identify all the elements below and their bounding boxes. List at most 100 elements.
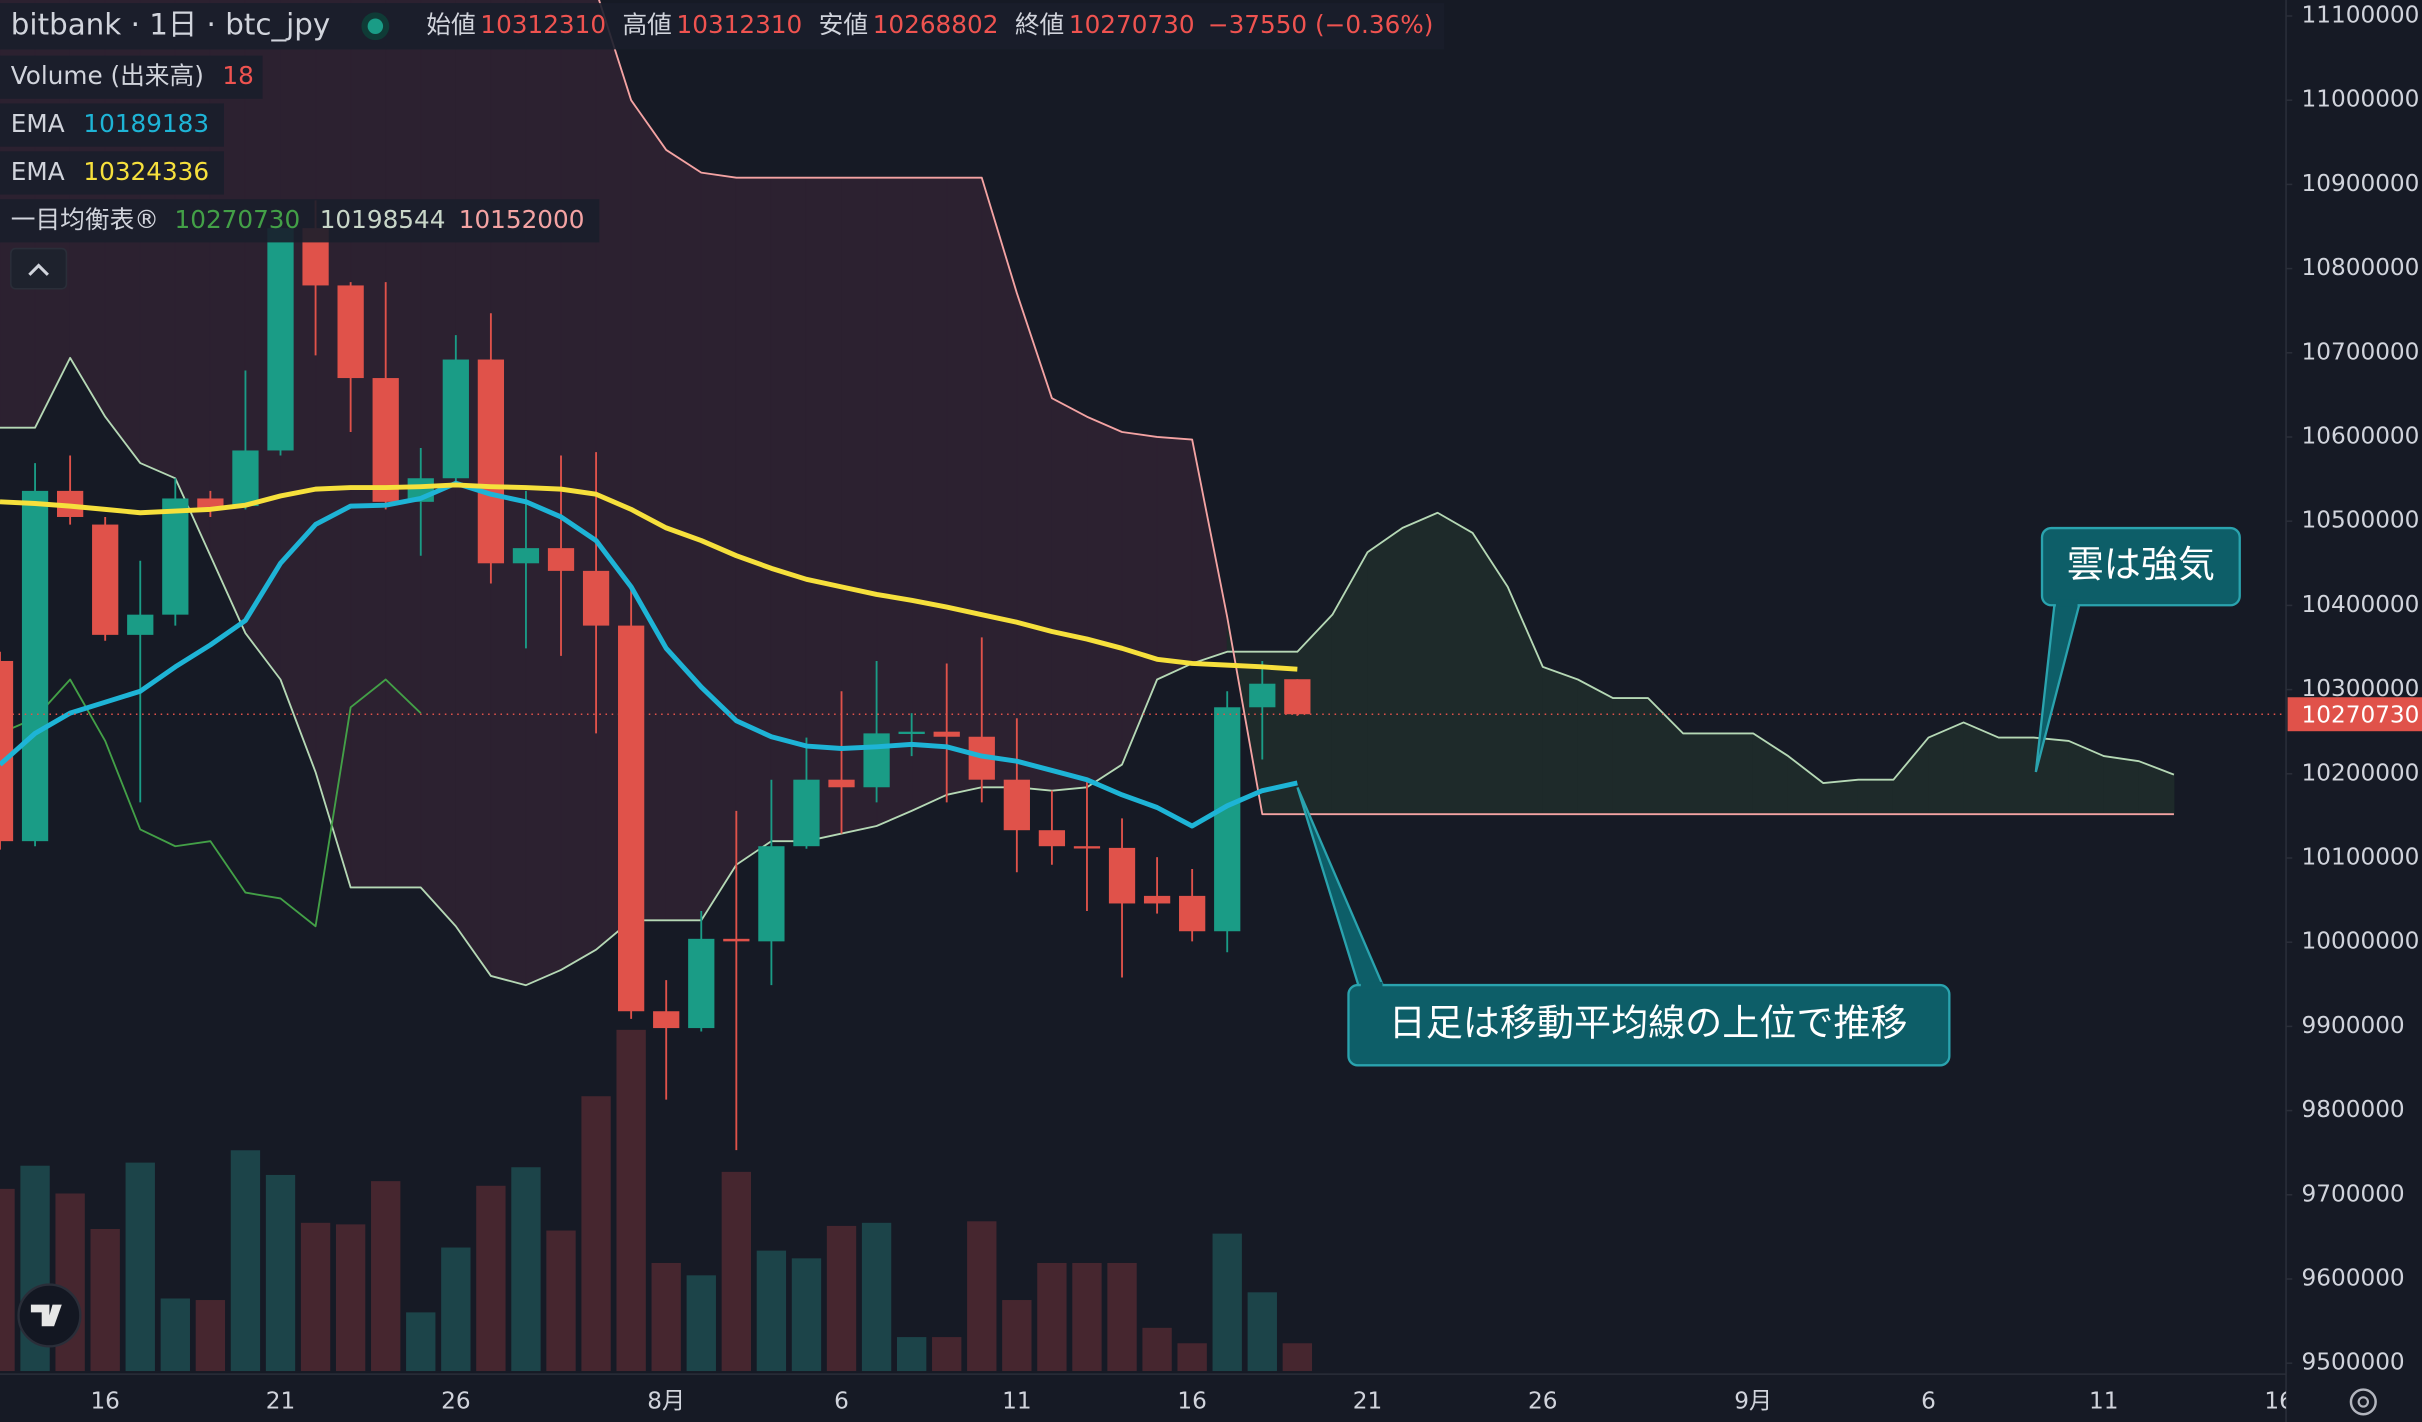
y-tick-label: 10100000 xyxy=(2302,844,2420,870)
x-tick-label: 6 xyxy=(834,1388,849,1414)
candle-body xyxy=(197,498,224,510)
ichimoku-value: 10152000 xyxy=(459,205,585,234)
callout-box xyxy=(1347,983,1951,1067)
cloud xyxy=(1822,779,1859,815)
candle-body xyxy=(688,938,715,1029)
change: −37550 (−0.36%) xyxy=(1208,10,1434,39)
ohlc-value: 10312310 xyxy=(480,10,606,39)
candle-body xyxy=(477,359,505,564)
candle-body xyxy=(1143,895,1171,904)
candle-body xyxy=(512,548,540,564)
cloud xyxy=(1577,678,1614,815)
ema-line xyxy=(0,482,1298,672)
volume-bar xyxy=(861,1222,892,1372)
cloud xyxy=(1612,697,1649,815)
x-tick-label: 8月 xyxy=(647,1388,685,1414)
callout-box xyxy=(2040,526,2241,607)
volume-bar xyxy=(967,1221,997,1372)
candle-body xyxy=(653,1011,680,1029)
legend-bg xyxy=(0,3,1445,50)
cloud xyxy=(1051,397,1088,792)
volume-bar xyxy=(0,1188,15,1372)
candle-body xyxy=(1179,895,1206,932)
volume-bar xyxy=(1072,1262,1102,1372)
cloud xyxy=(1857,779,1894,815)
volume-bar xyxy=(896,1337,927,1372)
volume-label: Volume (出来高) xyxy=(11,61,204,90)
legend-bg xyxy=(0,199,600,243)
volume-bar xyxy=(1212,1233,1242,1372)
candle-body xyxy=(21,490,49,842)
candle-body xyxy=(0,660,14,842)
volume-bar xyxy=(791,1258,822,1372)
y-tick-label: 10000000 xyxy=(2302,929,2420,955)
ema-line xyxy=(0,480,1298,829)
volume-bar xyxy=(581,1096,611,1372)
candle-body xyxy=(1214,707,1241,932)
candle-body xyxy=(758,846,785,942)
candle-body xyxy=(618,625,645,1012)
ema-label: EMA xyxy=(11,157,65,186)
volume-value: 18 xyxy=(222,61,253,90)
candle-body xyxy=(898,731,925,735)
candle-body xyxy=(1038,830,1066,847)
logo-mark xyxy=(30,1304,62,1327)
candle-body xyxy=(337,285,364,379)
candle-body xyxy=(442,359,469,479)
cloud xyxy=(1542,666,1579,815)
candle-body xyxy=(547,548,575,571)
callout-join xyxy=(1360,981,1383,990)
y-tick-label: 10800000 xyxy=(2302,255,2420,281)
ohlc-label: 安値 xyxy=(819,10,868,39)
y-tick-label: 10300000 xyxy=(2302,676,2420,702)
callout-text: 日足は移動平均線の上位で推移 xyxy=(1389,1002,1908,1045)
volume-bar xyxy=(721,1171,752,1372)
candle-body xyxy=(127,614,154,635)
cloud xyxy=(805,177,842,842)
x-tick-label: 21 xyxy=(1353,1388,1382,1414)
ohlc-label: 始値 xyxy=(426,10,475,39)
volume-bar xyxy=(616,1029,646,1372)
legend-bg xyxy=(0,103,224,147)
legend-bg xyxy=(0,55,263,99)
cloud xyxy=(1156,436,1193,681)
y-tick-label: 10200000 xyxy=(2302,760,2420,786)
x-tick-label: 16 xyxy=(2264,1388,2293,1414)
price-label-bg xyxy=(2287,697,2422,732)
ema-value: 10189183 xyxy=(83,109,209,138)
y-tick-label: 10500000 xyxy=(2302,508,2420,534)
volume-bar xyxy=(1282,1343,1313,1372)
volume-bar xyxy=(160,1298,190,1372)
ichimoku-value: 10270730 xyxy=(175,205,301,234)
settings-icon[interactable] xyxy=(2349,1388,2377,1416)
x-tick-label: 6 xyxy=(1921,1388,1936,1414)
volume-bar xyxy=(1142,1327,1172,1372)
ema-label: EMA xyxy=(11,109,65,138)
x-tick-label: 11 xyxy=(1002,1388,1031,1414)
cloud xyxy=(1402,512,1439,815)
cloud xyxy=(911,177,948,812)
volume-bar xyxy=(300,1222,331,1372)
volume-bar xyxy=(1107,1262,1137,1372)
ichimoku-label: 一目均衡表® xyxy=(11,205,159,234)
x-tick-label: 21 xyxy=(266,1388,295,1414)
ohlc-value: 10312310 xyxy=(677,10,803,39)
ichimoku-value: 10198544 xyxy=(320,205,446,234)
cloud xyxy=(560,0,597,971)
volume-bar xyxy=(335,1224,366,1372)
x-tick-label: 26 xyxy=(1528,1388,1557,1414)
ohlc-value: 10268802 xyxy=(873,10,999,39)
volume-bar xyxy=(686,1275,716,1372)
volume-bar xyxy=(265,1174,296,1372)
symbol: bitbank · 1日 · btc_jpy xyxy=(11,8,330,42)
volume-bar xyxy=(1177,1343,1207,1372)
candle-body xyxy=(723,938,750,942)
y-tick-label: 11000000 xyxy=(2302,87,2420,113)
volume-bar xyxy=(195,1300,226,1372)
collapse-button[interactable] xyxy=(10,247,68,290)
volume-bar xyxy=(651,1262,681,1372)
candle-body xyxy=(1003,779,1030,831)
volume-bar xyxy=(125,1162,155,1372)
volume-bar xyxy=(546,1230,576,1372)
